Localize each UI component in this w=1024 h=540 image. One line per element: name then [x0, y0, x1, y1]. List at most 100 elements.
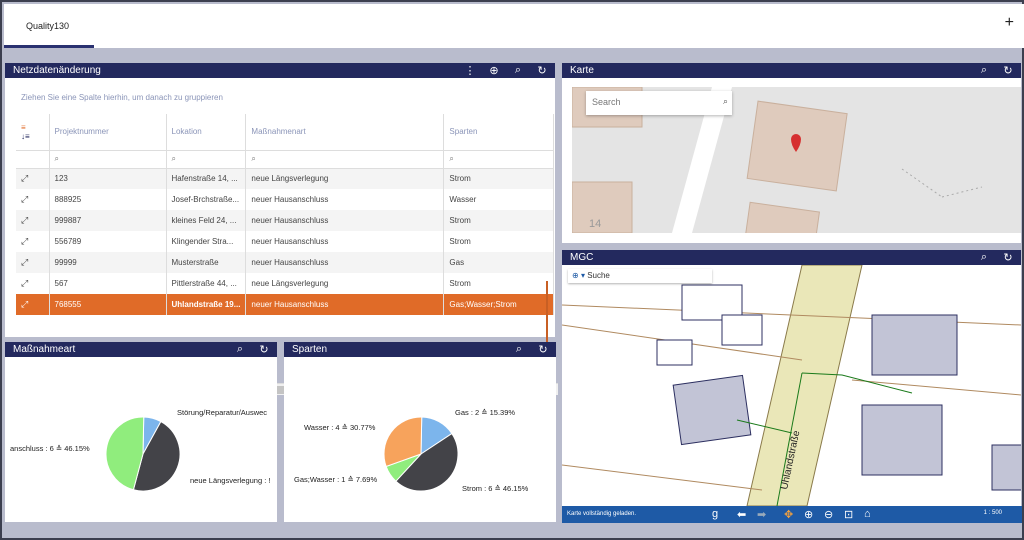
- col-header-lokation[interactable]: Lokation: [166, 114, 247, 151]
- table-row-selected[interactable]: ⤢ 768555 Uhlandstraße 19... neuer Hausan…: [16, 294, 555, 315]
- col-header-projektnummer[interactable]: Projektnummer: [49, 114, 167, 151]
- building: [721, 314, 763, 346]
- table-row[interactable]: ⤢ 99999 Musterstraße neuer Hausanschluss…: [16, 252, 555, 273]
- filter-input-massnahmenart[interactable]: ⌕: [245, 150, 445, 169]
- zoom-out-icon[interactable]: ⊖: [824, 509, 834, 521]
- refresh-icon[interactable]: ↻: [1003, 252, 1013, 264]
- table-row[interactable]: ⤢ 999887 kleines Feld 24, ... neuer Haus…: [16, 210, 555, 231]
- cell-art: neuer Hausanschluss: [245, 210, 445, 231]
- home-icon[interactable]: ⌂: [864, 508, 871, 520]
- panel-title: MGC: [570, 252, 594, 263]
- karte-map[interactable]: 14 Search ⌕: [571, 86, 1021, 253]
- mgc-map[interactable]: Uhlandstraße ⊕ ▾ Suche: [562, 265, 1021, 506]
- cell-sp: Strom: [443, 210, 555, 231]
- add-tab-button[interactable]: +: [1004, 14, 1014, 31]
- zoom-extent-icon[interactable]: ⊡: [844, 509, 854, 521]
- cell-lok: Uhlandstraße 19...: [166, 294, 247, 315]
- cell-sp: Strom: [443, 273, 555, 294]
- pan-icon[interactable]: ✥: [784, 509, 794, 521]
- pipeline: [801, 372, 913, 394]
- vertical-scrollbar[interactable]: [546, 281, 548, 373]
- refresh-icon[interactable]: ↻: [537, 65, 547, 77]
- pie-slice[interactable]: [105, 416, 145, 491]
- refresh-icon[interactable]: ↻: [259, 344, 269, 356]
- location-pin-icon: [791, 134, 801, 152]
- cell-sp: Strom: [443, 168, 555, 189]
- more-icon[interactable]: ⋮: [464, 65, 476, 77]
- karte-search-input[interactable]: Search ⌕: [586, 91, 732, 115]
- table-row[interactable]: ⤢ 123 Hafenstraße 14, ... neue Längsverl…: [16, 168, 555, 189]
- col-header-massnahmenart[interactable]: Maßnahmenart: [245, 114, 445, 151]
- cell-nr: 768555: [49, 294, 167, 315]
- expand-icon[interactable]: ⤢: [16, 273, 50, 294]
- tab-quality130[interactable]: Quality130: [4, 4, 94, 48]
- panel-title: Netzdatenänderung: [13, 65, 101, 76]
- sort-icon: ↓≡: [21, 131, 30, 141]
- expand-icon[interactable]: ⤢: [16, 168, 50, 189]
- panel-title: Karte: [570, 65, 594, 76]
- building: [681, 284, 743, 321]
- table-row[interactable]: ⤢ 556789 Klingender Stra... neuer Hausan…: [16, 231, 555, 252]
- pie-slice[interactable]: [395, 432, 459, 492]
- karte-panel: Karte ⌕ ↻ 14 Search ⌕: [562, 63, 1021, 253]
- cell-sp: Wasser: [443, 189, 555, 210]
- refresh-icon[interactable]: ↻: [1003, 65, 1013, 77]
- zoom-icon[interactable]: ⌕: [514, 64, 522, 76]
- search-icon: ⌕: [722, 96, 728, 106]
- filter-cell: [16, 150, 50, 169]
- tab-label: Quality130: [26, 21, 70, 31]
- filter-input-sparten[interactable]: ⌕: [443, 150, 555, 169]
- mgc-search-input[interactable]: ⊕ ▾ Suche: [568, 269, 712, 283]
- cell-nr: 99999: [49, 252, 167, 273]
- zoom-icon[interactable]: ⌕: [236, 343, 244, 355]
- massnahme-pie-chart: [105, 416, 181, 492]
- parcel: [571, 181, 633, 234]
- expand-icon[interactable]: ⤢: [16, 231, 50, 252]
- scale-text: 1 : 500: [983, 510, 1002, 516]
- search-label: Suche: [587, 271, 610, 280]
- cell-nr: 556789: [49, 231, 167, 252]
- panel-header: Maßnahmeart ⌕ ↻: [5, 342, 277, 357]
- building: [656, 339, 693, 366]
- back-icon[interactable]: ⬅: [737, 509, 747, 521]
- pie-slice[interactable]: [132, 420, 181, 492]
- table-row[interactable]: ⤢ 888925 Josef-Brchstraße... neuer Hausa…: [16, 189, 555, 210]
- grid-settings[interactable]: ≡ ↓≡: [16, 114, 50, 151]
- building: [871, 314, 958, 376]
- refresh-icon[interactable]: ↻: [538, 344, 548, 356]
- cell-lok: Pittlerstraße 44, ...: [166, 273, 247, 294]
- expand-icon[interactable]: ⤢: [16, 252, 50, 273]
- building: [991, 444, 1021, 491]
- filter-input-projektnummer[interactable]: ⌕: [49, 150, 167, 169]
- table-row[interactable]: ⤢ 567 Pittlerstraße 44, ... neue Längsve…: [16, 273, 555, 294]
- cell-art: neuer Hausanschluss: [245, 189, 445, 210]
- zoom-icon[interactable]: ⌕: [980, 251, 988, 263]
- pie-label: Wasser : 4 ≙ 30.77%: [304, 423, 376, 432]
- forward-icon[interactable]: ➡: [757, 509, 767, 521]
- pie-slice[interactable]: [383, 416, 423, 468]
- zoom-in-icon[interactable]: ⊕: [804, 509, 814, 521]
- expand-icon[interactable]: ⤢: [16, 294, 50, 315]
- pie-label: Strom : 6 ≙ 46.15%: [462, 484, 529, 493]
- cell-lok: kleines Feld 24, ...: [166, 210, 247, 231]
- zoom-icon[interactable]: ⌕: [515, 343, 523, 355]
- zoom-icon[interactable]: ⌕: [980, 64, 988, 76]
- cell-lok: Hafenstraße 14, ...: [166, 168, 247, 189]
- parcel-number: 14: [589, 218, 601, 230]
- expand-icon[interactable]: ⤢: [16, 210, 50, 231]
- sparten-pie-chart: [383, 416, 459, 492]
- filter-input-lokation[interactable]: ⌕: [166, 150, 247, 169]
- add-icon[interactable]: ⊕: [489, 65, 499, 77]
- pie-label: Störung/Reparatur/Auswec: [177, 408, 268, 417]
- cell-sp: Gas;Wasser;Strom: [443, 294, 555, 315]
- panel-header: Sparten ⌕ ↻: [284, 342, 556, 357]
- pie-label: Gas : 2 ≙ 15.39%: [455, 408, 516, 417]
- data-grid: ≡ ↓≡ Projektnummer Lokation Maßnahmenart …: [16, 114, 555, 315]
- tab-bar: Quality130 +: [4, 4, 1024, 48]
- cell-sp: Strom: [443, 231, 555, 252]
- cell-lok: Musterstraße: [166, 252, 247, 273]
- google-icon[interactable]: g: [712, 508, 719, 520]
- expand-icon[interactable]: ⤢: [16, 189, 50, 210]
- netz-panel: Netzdatenänderung ⋮ ⊕ ⌕ ↻ Ziehen Sie ein…: [5, 63, 558, 395]
- col-header-sparten[interactable]: Sparten: [443, 114, 555, 151]
